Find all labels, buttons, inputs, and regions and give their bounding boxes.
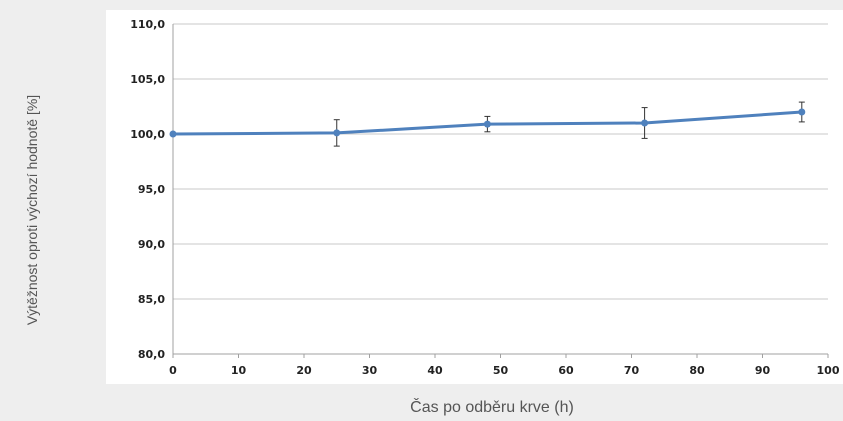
x-tick-label: 40 <box>427 364 443 377</box>
data-point <box>169 130 177 138</box>
y-tick-label: 90,0 <box>138 238 165 251</box>
y-tick-label: 100,0 <box>130 128 165 141</box>
y-tick-label: 80,0 <box>138 348 165 361</box>
y-tick-label: 105,0 <box>130 73 165 86</box>
y-tick-label: 110,0 <box>130 18 165 31</box>
x-tick-label: 60 <box>558 364 574 377</box>
x-axis-label: Čas po odběru krve (h) <box>410 399 574 416</box>
x-tick-label: 80 <box>689 364 705 377</box>
x-tick-label: 10 <box>231 364 247 377</box>
x-tick-label: 20 <box>296 364 312 377</box>
x-tick-label: 50 <box>493 364 509 377</box>
x-tick-label: 0 <box>169 364 177 377</box>
x-tick-label: 100 <box>817 364 840 377</box>
y-tick-label: 85,0 <box>138 293 165 306</box>
plot-area <box>106 10 843 384</box>
data-point <box>483 120 491 128</box>
x-tick-label: 30 <box>362 364 378 377</box>
y-axis-label: Výtěžnost oproti výchozí hodnotě [%] <box>24 94 40 326</box>
x-tick-label: 70 <box>624 364 640 377</box>
x-tick-label: 90 <box>755 364 771 377</box>
y-tick-label: 95,0 <box>138 183 165 196</box>
data-point <box>641 119 649 127</box>
data-point <box>333 129 341 137</box>
data-point <box>798 108 806 116</box>
